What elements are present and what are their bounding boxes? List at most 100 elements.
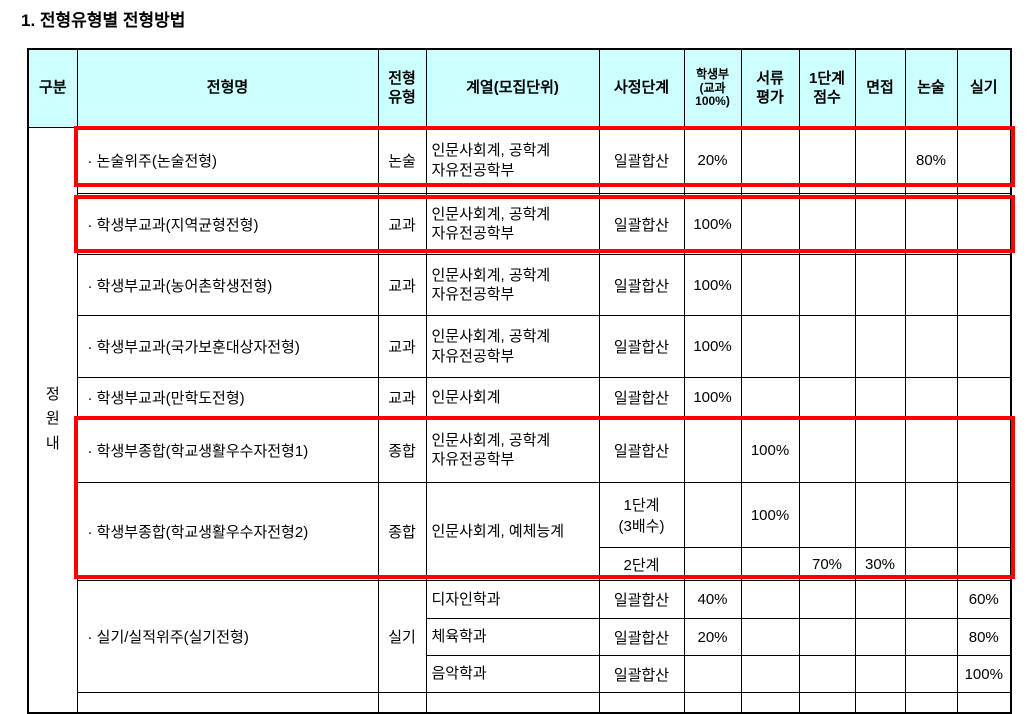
cell-doc — [740, 315, 800, 378]
cell-type: 교과 — [377, 193, 427, 255]
cell-type: 실기 — [377, 580, 427, 693]
cell-interview — [854, 692, 906, 713]
cell-essay — [904, 692, 958, 713]
table-row-comprehensive-2-stage1: · 학생부종합(학교생활우수자전형2) 종합 인문사회계, 예체능계 1단계 (… — [28, 482, 1012, 581]
cell-practical — [956, 315, 1012, 378]
col-header-name: 전형명 — [76, 48, 379, 128]
cell-stage — [598, 692, 685, 713]
cell-hsb — [683, 417, 742, 483]
cell-practical: 80% — [956, 618, 1012, 656]
cell-essay — [904, 193, 958, 255]
cell-essay — [904, 580, 958, 619]
cell-hsb: 40% — [683, 580, 742, 619]
header-row: 구분 전형명 전형 유형 계열(모집단위) 사정단계 학생부 (교과 100%)… — [27, 48, 1012, 128]
cell-step1: 70% — [798, 547, 856, 581]
cell-type: 교과 — [377, 254, 427, 316]
cell-step1 — [798, 580, 856, 619]
cell-essay — [904, 482, 958, 548]
cell-hsb: 100% — [683, 193, 742, 255]
cell-doc: 100% — [740, 482, 800, 548]
cell-practical — [956, 377, 1012, 418]
cell-name: · 학생부교과(농어촌학생전형) — [76, 254, 379, 316]
cell-step1 — [798, 482, 856, 548]
cell-step1 — [798, 417, 856, 483]
cell-practical — [956, 692, 1012, 713]
cell-hsb: 20% — [683, 127, 742, 194]
cell-track: 인문사회계, 공학계 자유전공학부 — [425, 417, 600, 483]
table-row-clipped — [28, 692, 1012, 713]
cell-hsb: 100% — [683, 315, 742, 378]
cell-name: · 학생부종합(학교생활우수자전형1) — [76, 417, 379, 483]
cell-gubun-within-quota: 정 원 내 — [27, 127, 78, 713]
col-header-stage: 사정단계 — [598, 48, 685, 128]
cell-track: 인문사회계, 공학계 자유전공학부 — [425, 193, 600, 255]
cell-essay: 80% — [904, 127, 958, 194]
cell-track: 디자인학과 — [425, 580, 600, 619]
cell-interview — [854, 315, 906, 378]
col-header-gubun: 구분 — [27, 48, 78, 128]
col-header-step1: 1단계 점수 — [798, 48, 856, 128]
cell-type: 논술 — [377, 127, 427, 194]
cell-track: 인문사회계, 공학계 자유전공학부 — [425, 127, 600, 194]
cell-stage: 일괄합산 — [598, 254, 685, 316]
cell-stage: 1단계 (3배수) — [598, 482, 685, 548]
table-row-comprehensive-1: · 학생부종합(학교생활우수자전형1) 종합 인문사회계, 공학계 자유전공학부… — [28, 417, 1012, 483]
cell-track: 인문사회계, 공학계 자유전공학부 — [425, 254, 600, 316]
cell-essay — [904, 377, 958, 418]
cell-name: · 논술위주(논술전형) — [76, 127, 379, 194]
cell-interview — [854, 254, 906, 316]
cell-track — [425, 692, 600, 713]
col-header-essay: 논술 — [904, 48, 958, 128]
cell-step1 — [798, 618, 856, 656]
cell-type — [377, 692, 427, 713]
cell-track: 인문사회계 — [425, 377, 600, 418]
cell-type: 종합 — [377, 417, 427, 483]
cell-step1 — [798, 655, 856, 693]
cell-name: · 학생부종합(학교생활우수자전형2) — [76, 482, 379, 581]
page-title: 1. 전형유형별 전형방법 — [21, 11, 186, 30]
cell-doc — [740, 547, 800, 581]
cell-interview — [854, 482, 906, 548]
cell-hsb — [683, 482, 742, 548]
cell-essay — [904, 618, 958, 656]
cell-track: 인문사회계, 공학계 자유전공학부 — [425, 315, 600, 378]
table-row-practical-design: · 실기/실적위주(실기전형) 실기 디자인학과 일괄합산 40% 60% — [28, 580, 1012, 693]
cell-step1 — [798, 692, 856, 713]
cell-type: 교과 — [377, 377, 427, 418]
cell-interview — [854, 618, 906, 656]
col-header-type: 전형 유형 — [377, 48, 427, 128]
cell-interview — [854, 580, 906, 619]
cell-track: 음악학과 — [425, 655, 600, 693]
cell-hsb: 20% — [683, 618, 742, 656]
cell-practical: 60% — [956, 580, 1012, 619]
cell-doc — [740, 692, 800, 713]
cell-step1 — [798, 254, 856, 316]
cell-step1 — [798, 193, 856, 255]
cell-doc — [740, 377, 800, 418]
table-row-essay: 정 원 내 · 논술위주(논술전형) 논술 인문사회계, 공학계 자유전공학부 … — [27, 127, 1012, 713]
cell-essay — [904, 547, 958, 581]
cell-stage: 일괄합산 — [598, 127, 685, 194]
col-header-doc: 서류 평가 — [740, 48, 800, 128]
cell-practical: 100% — [956, 655, 1012, 693]
cell-name: · 실기/실적위주(실기전형) — [76, 580, 379, 693]
cell-interview — [854, 127, 906, 194]
cell-practical — [956, 127, 1012, 194]
cell-step1 — [798, 127, 856, 194]
cell-stage: 일괄합산 — [598, 315, 685, 378]
col-header-track: 계열(모집단위) — [425, 48, 600, 128]
cell-practical — [956, 482, 1012, 548]
cell-practical — [956, 254, 1012, 316]
cell-doc — [740, 580, 800, 619]
cell-practical — [956, 193, 1012, 255]
cell-stage: 일괄합산 — [598, 193, 685, 255]
cell-practical — [956, 547, 1012, 581]
table-row-mature: · 학생부교과(만학도전형) 교과 인문사회계 일괄합산 100% — [28, 377, 1012, 418]
col-header-hsb: 학생부 (교과 100%) — [683, 48, 742, 128]
cell-hsb — [683, 692, 742, 713]
cell-type: 교과 — [377, 315, 427, 378]
cell-track: 체육학과 — [425, 618, 600, 656]
cell-hsb: 100% — [683, 377, 742, 418]
cell-stage: 일괄합산 — [598, 655, 685, 693]
